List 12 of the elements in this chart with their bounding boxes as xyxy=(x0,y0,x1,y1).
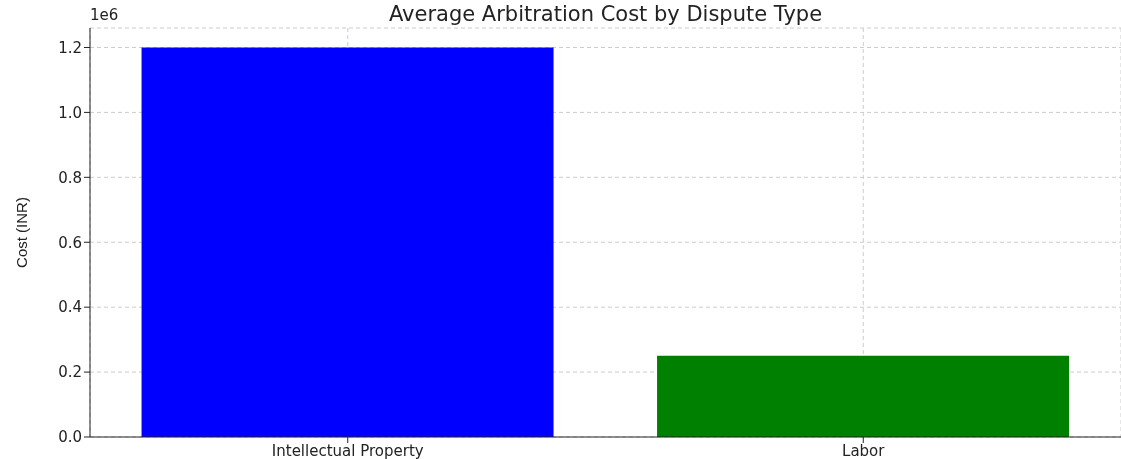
y-tick-label: 0.2 xyxy=(58,363,82,382)
x-tick-label: Intellectual Property xyxy=(271,441,424,459)
chart-title: Average Arbitration Cost by Dispute Type xyxy=(388,2,823,26)
y-axis-title: Cost (INR) xyxy=(13,197,31,268)
y-tick-label: 0.8 xyxy=(58,168,82,187)
y-tick-label: 0.6 xyxy=(58,233,82,252)
y-tick-label: 1.0 xyxy=(58,103,82,122)
y-tick-label: 0.0 xyxy=(58,428,82,447)
x-tick-label: Labor xyxy=(842,441,886,459)
y-tick-label: 1.2 xyxy=(58,38,82,57)
y-tick-label: 0.4 xyxy=(58,298,82,317)
text: 1e6 xyxy=(90,6,119,24)
